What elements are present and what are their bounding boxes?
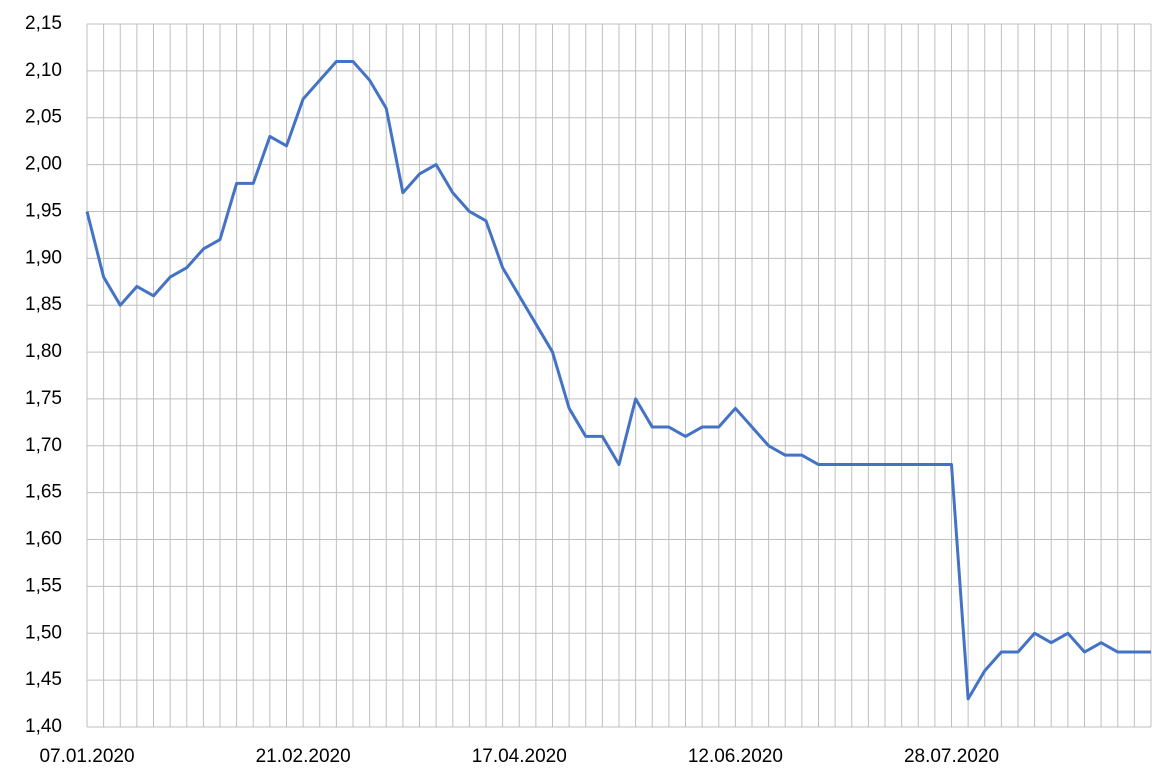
y-tick-label: 1,95 (25, 200, 62, 221)
y-tick-label: 1,80 (25, 341, 62, 362)
y-tick-label: 1,90 (25, 247, 62, 268)
x-tick-label: 17.04.2020 (472, 746, 567, 767)
y-tick-label: 1,70 (25, 435, 62, 456)
x-tick-label: 12.06.2020 (688, 746, 783, 767)
y-tick-label: 1,45 (25, 669, 62, 690)
x-tick-label: 21.02.2020 (256, 746, 351, 767)
y-tick-label: 2,05 (25, 107, 62, 128)
y-tick-label: 2,10 (25, 60, 62, 81)
x-tick-label: 28.07.2020 (904, 746, 999, 767)
y-tick-label: 1,75 (25, 388, 62, 409)
y-tick-label: 1,40 (25, 716, 62, 737)
x-tick-label: 07.01.2020 (39, 746, 134, 767)
y-tick-label: 2,15 (25, 13, 62, 34)
y-tick-label: 1,65 (25, 482, 62, 503)
y-tick-label: 2,00 (25, 154, 62, 175)
y-tick-label: 1,55 (25, 575, 62, 596)
y-tick-label: 1,50 (25, 622, 62, 643)
y-tick-label: 1,85 (25, 294, 62, 315)
line-series (85, 59, 1151, 701)
y-tick-label: 1,60 (25, 529, 62, 550)
